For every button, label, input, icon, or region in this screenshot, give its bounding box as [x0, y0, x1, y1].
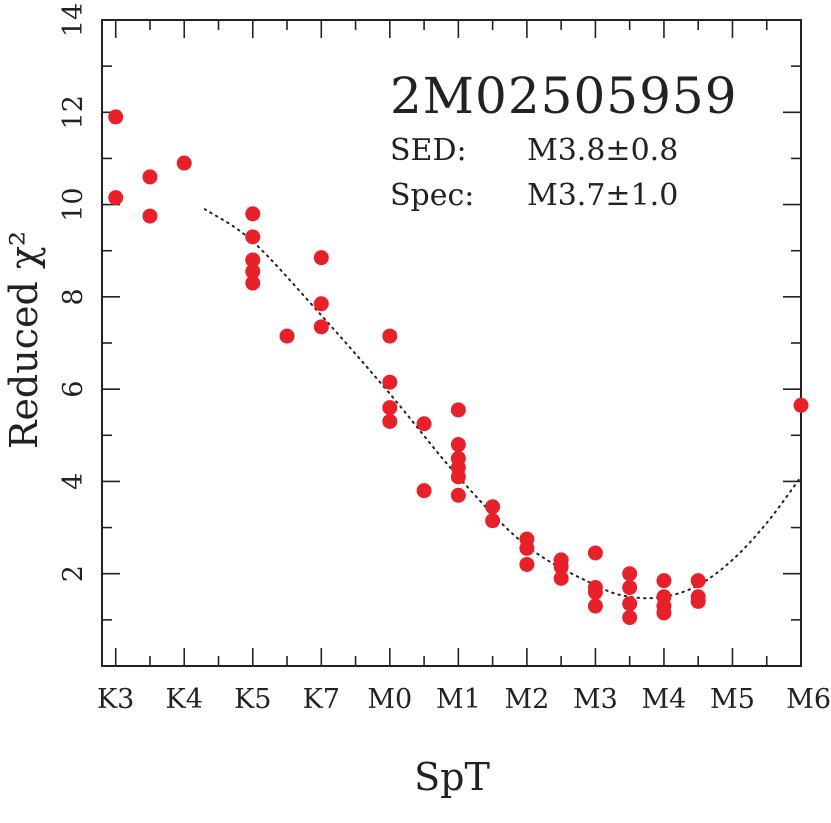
data-point: [690, 593, 706, 609]
sed-label: SED:: [390, 133, 467, 168]
data-point: [279, 328, 295, 344]
x-tick-label: M6: [786, 684, 831, 715]
x-tick-label: K4: [166, 684, 203, 715]
y-tick-label: 8: [58, 288, 89, 305]
data-point: [142, 208, 158, 224]
data-point: [622, 610, 638, 626]
y-tick-label: 10: [58, 187, 89, 221]
x-tick-label: M4: [642, 684, 687, 715]
data-point: [622, 580, 638, 596]
object-name: 2M02505959: [390, 67, 738, 125]
data-point: [382, 400, 398, 416]
data-point: [313, 250, 329, 266]
data-point: [519, 540, 535, 556]
data-point: [245, 263, 261, 279]
data-point: [382, 374, 398, 390]
data-point: [450, 402, 466, 418]
data-points: [108, 109, 809, 626]
data-point: [622, 596, 638, 612]
data-point: [622, 566, 638, 582]
y-tick-label: 12: [58, 95, 89, 129]
data-point: [656, 605, 672, 621]
data-point: [656, 573, 672, 589]
data-point: [450, 487, 466, 503]
x-tick-label: M2: [504, 684, 549, 715]
spec-value: M3.7±1.0: [527, 178, 678, 213]
data-point: [176, 155, 192, 171]
data-point: [587, 598, 603, 614]
data-point: [587, 584, 603, 600]
sed-value: M3.8±0.8: [527, 133, 678, 168]
data-point: [245, 252, 261, 268]
data-point: [416, 416, 432, 432]
data-point: [450, 437, 466, 453]
data-point: [485, 499, 501, 515]
data-point: [793, 397, 809, 413]
data-point: [245, 275, 261, 291]
data-point: [519, 556, 535, 572]
y-tick-label: 4: [58, 473, 89, 490]
data-point: [553, 559, 569, 575]
x-axis-label: SpT: [414, 755, 490, 799]
spec-label: Spec:: [390, 178, 474, 213]
data-point: [108, 109, 124, 125]
data-point: [382, 413, 398, 429]
fit-curve: [203, 208, 802, 600]
x-tick-label: M3: [573, 684, 618, 715]
data-point: [108, 190, 124, 206]
data-point: [382, 328, 398, 344]
data-point: [690, 573, 706, 589]
data-point: [245, 229, 261, 245]
data-point: [142, 169, 158, 185]
data-point: [245, 206, 261, 222]
y-axis-label: Reduced χ²: [2, 231, 46, 449]
data-point: [450, 469, 466, 485]
x-tick-label: M1: [436, 684, 481, 715]
y-tick-label: 14: [58, 3, 89, 37]
x-tick-label: M5: [710, 684, 755, 715]
data-point: [313, 296, 329, 312]
annotation-block: 2M02505959 SED: M3.8±0.8 Spec: M3.7±1.0: [390, 67, 738, 213]
y-tick-label: 6: [58, 381, 89, 398]
data-point: [313, 319, 329, 335]
x-tick-label: K7: [303, 684, 340, 715]
axes-layer: 2 4 6 8 10 12 14 K3 K4 K5 K7 M0 M1 M2 M3 M4 M5 M6: [58, 3, 831, 715]
x-tick-label: K5: [234, 684, 271, 715]
data-point: [485, 513, 501, 529]
y-tick-label: 2: [58, 565, 89, 582]
data-point: [416, 483, 432, 499]
data-point: [587, 545, 603, 561]
x-tick-label: M0: [367, 684, 412, 715]
data-point: [553, 570, 569, 586]
x-tick-label: K3: [97, 684, 134, 715]
